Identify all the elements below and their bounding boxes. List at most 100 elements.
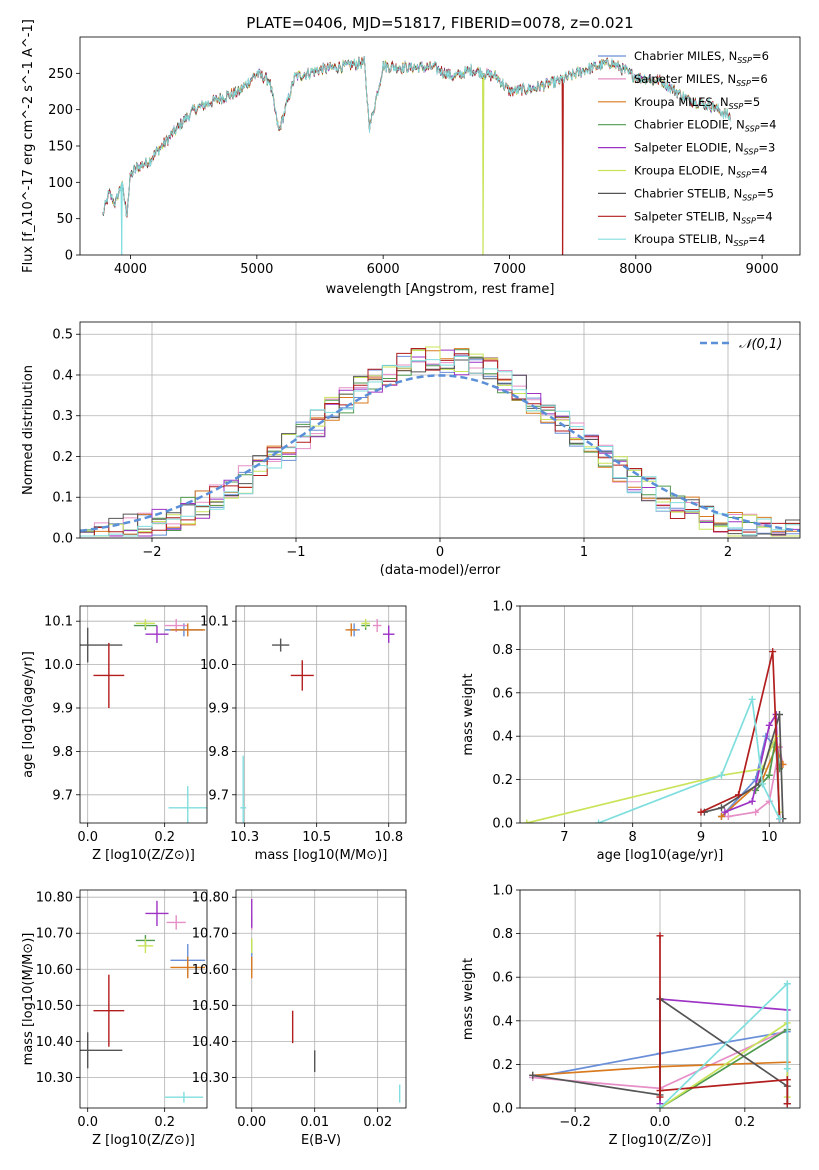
weight-marker [656,1093,664,1101]
normal-curve [80,374,800,533]
x-tick-label: 0.0 [77,1115,98,1130]
errorbar-point [93,974,125,1047]
weight-marker [765,721,773,729]
axes-frame [79,36,801,256]
legend-label: Salpeter ELODIE, NSSP=3 [634,141,775,157]
x-axis-label: E(B-V) [301,1133,341,1148]
chart-layer: 4000 5000 6000 7000 8000 9000050100150200250C… [21,19,801,1148]
spectrum-line [102,56,731,255]
histogram-step [80,348,800,537]
y-tick-label: 0.6 [492,971,513,986]
y-tick-label: 150 [48,140,73,155]
x-axis-label: Z [log10(Z/Z⊙)] [92,1133,195,1148]
weight-marker [656,932,664,940]
weight-marker [717,771,725,779]
errorbar-point [168,786,207,823]
y-axis-label: Flux [f_λ10^-17 erg cm^-2 s^-1 A^-1] [21,19,36,273]
plot-area [80,346,800,537]
y-tick-label: 10.70 [36,927,73,942]
errorbar-point [345,623,358,637]
legend-label: 𝒩(0,1) [739,337,782,352]
y-tick-label: 0.4 [52,368,73,383]
weight-marker [765,771,773,779]
weight-marker [748,797,756,805]
weight-marker [776,711,784,718]
weight-marker [656,1087,664,1095]
weight-marker [783,1065,791,1073]
axes-frame [79,605,208,824]
legend-label: Kroupa ELODIE, NSSP=4 [634,164,768,180]
weight-marker [783,980,791,988]
legend-label: Salpeter STELIB, NSSP=4 [634,209,773,225]
y-tick-label: 10.40 [192,1035,229,1050]
x-tick-label: 0.00 [237,1115,266,1130]
figure-title: PLATE=0406, MJD=51817, FIBERID=0078, z=0… [246,14,633,32]
y-tick-label: 0.0 [492,1102,513,1117]
weight-marker [656,1104,664,1108]
errorbar-point [135,619,156,628]
axes-frame [519,605,801,824]
y-tick-label: 9.7 [208,788,229,803]
legend-label: Salpeter MILES, NSSP=6 [634,72,768,88]
weight-marker [697,808,705,816]
weight-marker [717,812,725,820]
histogram-step [80,356,800,537]
y-tick-label: 0.4 [492,730,513,745]
weight-marker [752,808,760,816]
errorbar-point [240,755,247,823]
axes-frame [235,605,407,824]
axes-age_vs_Z: 0.0 0.2 9.7 9.8 9.9 10.0 10.1 Z [log10(Z/Z⊙)] ag… [21,605,208,863]
axes-frame [79,889,208,1109]
legend-label: Chabrier STELIB, NSSP=5 [634,186,774,202]
y-tick-label: 0.2 [52,450,73,465]
x-axis-label: (data-model)/error [380,563,501,578]
x-tick-label: 4000 [114,262,147,277]
x-tick-label: 8000 [619,262,652,277]
errorbar-point [361,619,370,628]
y-tick-label: 1.0 [492,600,513,615]
x-axis-label: Z [log10(Z/Z⊙)] [609,1133,712,1148]
axes-mass_vs_ebv: 0.00 0.01 0.02 10.30 10.40 10.50 10.60 10.70 10.… [192,889,407,1148]
x-tick-label: 0.02 [363,1115,392,1130]
plot-area [251,899,401,1103]
y-tick-label: 10.0 [200,658,229,673]
y-axis-label: age [log10(age/yr)] [21,651,36,778]
errorbar-point [80,1032,123,1069]
y-axis-label: Normed distribution [21,365,36,495]
y-tick-label: 0.4 [492,1014,513,1029]
x-tick-label: 10.8 [374,830,403,845]
axes-mass_vs_Z: 0.0 0.2 10.30 10.40 10.50 10.60 10.70 10.80 Z [l… [21,889,208,1148]
y-tick-label: 10.40 [36,1035,73,1050]
y-tick-label: 0.8 [492,643,513,658]
y-axis-label: mass weight [461,673,476,755]
y-tick-label: 10.60 [36,963,73,978]
plot-area [523,648,787,823]
x-axis-label: wavelength [Angstrom, rest frame] [326,282,555,297]
axes-age_vs_mass: 10.3 10.5 10.8 9.7 9.8 9.9 10.0 10.1 mass [log10… [200,605,407,863]
x-axis-label: Z [log10(Z/Z⊙)] [92,848,195,863]
x-tick-label: −1 [286,545,305,560]
errorbar-point [382,625,395,643]
y-tick-label: 0.0 [52,532,73,547]
y-tick-label: 200 [48,103,73,118]
weight-marker [783,1076,791,1084]
weight-marker [721,808,729,816]
weight-marker [769,648,777,656]
weight-line [659,935,789,1104]
plot-area [102,55,731,255]
errorbar-point [164,1091,204,1103]
y-tick-label: 0.1 [52,491,73,506]
weight-marker [724,812,732,820]
y-tick-label: 10.1 [200,615,229,630]
y-tick-label: 10.50 [36,999,73,1014]
y-tick-label: 10.1 [44,615,73,630]
weight-marker [717,804,725,812]
legend-label: Chabrier ELODIE, NSSP=4 [634,118,776,134]
errorbar-point [166,915,186,930]
x-tick-label: 8 [629,830,637,845]
weight-marker [523,819,531,823]
x-tick-label: 7 [560,830,568,845]
spectrum-line [102,55,731,255]
x-tick-label: 0.01 [300,1115,329,1130]
